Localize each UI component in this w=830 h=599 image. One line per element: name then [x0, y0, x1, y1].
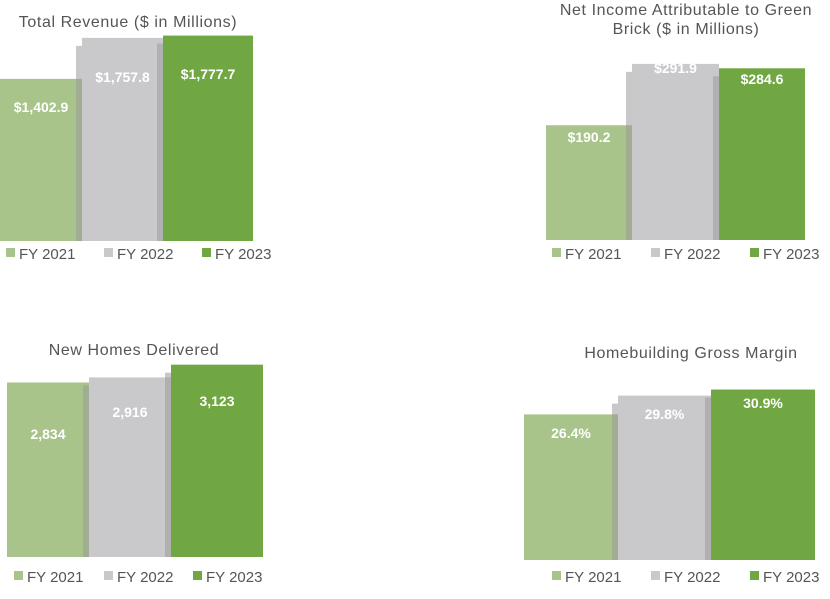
legend-label: FY 2023 — [763, 246, 819, 263]
legend-label: FY 2021 — [19, 246, 75, 263]
legend-label: FY 2021 — [565, 246, 621, 263]
data-label: $1,757.8 — [95, 69, 150, 85]
legend-swatch — [193, 571, 202, 580]
chart-title: New Homes Delivered — [49, 342, 220, 359]
bar-fy-2021 — [0, 78, 82, 241]
bar-fy-2022 — [82, 37, 163, 241]
bar-fy-2023 — [719, 68, 805, 240]
legend-swatch — [552, 248, 561, 257]
legend-swatch — [750, 571, 759, 580]
bar-fy-2023 — [711, 389, 815, 560]
chart-title: Total Revenue ($ in Millions) — [19, 14, 237, 31]
bar-shadow — [165, 372, 171, 557]
data-label: 2,834 — [30, 426, 65, 442]
bar-shadow — [626, 71, 632, 241]
legend-label: FY 2023 — [206, 569, 262, 586]
chart-net-income: Net Income Attributable to Green Brick ($… — [546, 2, 819, 263]
legend-swatch — [202, 248, 211, 257]
data-label: 26.4% — [551, 425, 591, 441]
bar-shadow — [713, 76, 719, 240]
legend-label: FY 2021 — [565, 569, 621, 586]
bar-fy-2023 — [163, 35, 253, 241]
bar-shadow — [76, 45, 82, 241]
data-label: $291.9 — [654, 60, 697, 76]
legend-label: FY 2023 — [763, 569, 819, 586]
data-label: 29.8% — [645, 406, 685, 422]
chart-new-homes-delivered: New Homes Delivered 2,834 2,916 3,123 FY 202… — [7, 342, 263, 586]
bar-shadow — [705, 397, 711, 560]
legend-label: FY 2021 — [27, 569, 83, 586]
bar-fy-2021 — [546, 125, 632, 240]
chart-total-revenue: Total Revenue ($ in Millions) $1,402.9 $1,… — [0, 14, 271, 263]
bar-fy-2021 — [524, 414, 618, 560]
legend-label: FY 2023 — [215, 246, 271, 263]
legend-swatch — [651, 248, 660, 257]
data-label: 3,123 — [199, 393, 234, 409]
chart-title: Homebuilding Gross Margin — [584, 345, 797, 362]
bar-fy-2022 — [618, 395, 711, 560]
chart-homebuilding-gross-margin: Homebuilding Gross Margin 26.4% 29.8% 30.9%… — [524, 345, 819, 586]
data-label: $190.2 — [568, 129, 611, 145]
bar-fy-2022 — [632, 63, 719, 241]
bar-shadow — [612, 403, 618, 560]
legend-swatch — [104, 248, 113, 257]
data-label: $1,402.9 — [14, 99, 69, 115]
data-label: $284.6 — [741, 71, 784, 87]
legend-swatch — [6, 248, 15, 257]
chart-title: Net Income Attributable to Green — [560, 2, 812, 19]
data-label: 2,916 — [112, 404, 147, 420]
bar-fy-2021 — [7, 382, 89, 557]
legend-swatch — [14, 571, 23, 580]
legend-label: FY 2022 — [664, 246, 720, 263]
legend-swatch — [750, 248, 759, 257]
legend-label: FY 2022 — [117, 569, 173, 586]
legend-label: FY 2022 — [664, 569, 720, 586]
bar-shadow — [157, 43, 163, 241]
legend-swatch — [552, 571, 561, 580]
chart-title: Brick ($ in Millions) — [613, 21, 760, 38]
legend-label: FY 2022 — [117, 246, 173, 263]
bar-fy-2022 — [89, 377, 171, 557]
legend-swatch — [104, 571, 113, 580]
data-label: 30.9% — [743, 395, 783, 411]
bar-shadow — [83, 385, 89, 557]
bar-fy-2023 — [171, 364, 263, 557]
data-label: $1,777.7 — [181, 66, 236, 82]
legend-swatch — [651, 571, 660, 580]
